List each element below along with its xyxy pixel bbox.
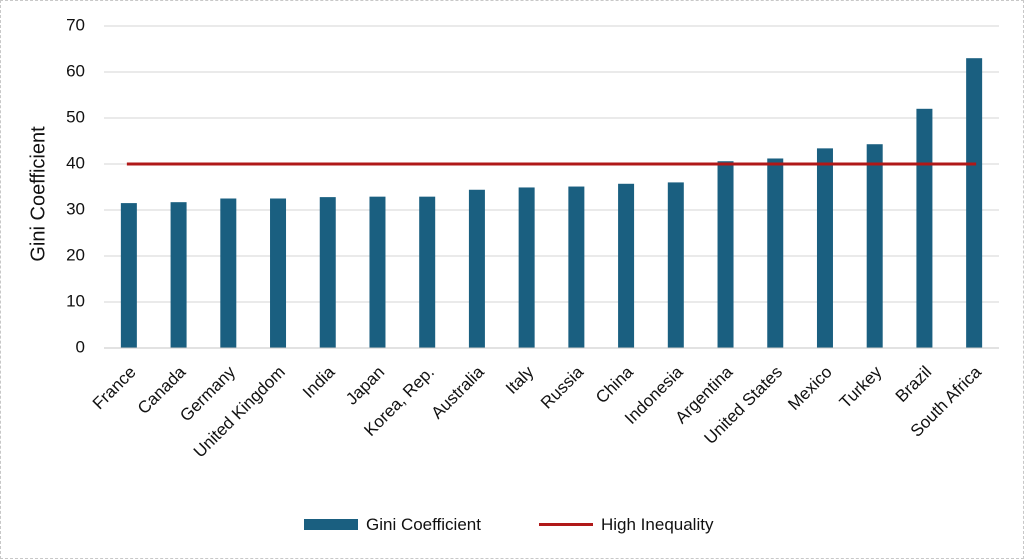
y-axis-title: Gini Coefficient	[27, 126, 49, 262]
bar-korea-rep	[419, 196, 436, 348]
bar-turkey	[866, 144, 883, 348]
bar-argentina	[717, 161, 734, 348]
x-tick-label-russia: Russia	[537, 362, 588, 413]
bar-indonesia	[667, 182, 684, 348]
bar-italy	[518, 187, 535, 348]
y-tick-label-10: 10	[66, 291, 85, 310]
legend-label-gini-coefficient: Gini Coefficient	[366, 515, 481, 534]
x-tick-label-india: India	[299, 362, 339, 402]
bar-canada	[170, 202, 187, 348]
legend: Gini Coefficient High Inequality	[304, 515, 714, 534]
legend-label-high-inequality: High Inequality	[601, 515, 714, 534]
bar-united-kingdom	[270, 198, 287, 348]
bar-france	[120, 203, 137, 348]
x-tick-label-china: China	[592, 362, 637, 407]
bars	[120, 58, 983, 348]
bar-united-states	[767, 158, 784, 348]
bar-germany	[220, 198, 237, 348]
bar-russia	[568, 186, 585, 348]
bar-china	[618, 183, 635, 348]
y-axis-tick-labels: 0 10 20 30 40 50 60 70	[66, 15, 85, 356]
bar-australia	[468, 189, 485, 348]
x-tick-label-japan: Japan	[342, 362, 388, 408]
x-tick-label-mexico: Mexico	[784, 362, 836, 414]
bar-japan	[369, 196, 386, 348]
y-tick-label-20: 20	[66, 245, 85, 264]
x-tick-label-turkey: Turkey	[836, 362, 886, 412]
x-tick-label-italy: Italy	[502, 362, 538, 398]
y-tick-label-40: 40	[66, 153, 85, 172]
bar-mexico	[816, 148, 833, 348]
bar-brazil	[916, 108, 933, 348]
y-tick-label-30: 30	[66, 199, 85, 218]
legend-swatch-gini-coefficient	[304, 519, 358, 530]
y-tick-label-60: 60	[66, 61, 85, 80]
x-tick-label-france: France	[89, 362, 140, 413]
x-tick-label-brazil: Brazil	[892, 362, 935, 405]
y-tick-label-50: 50	[66, 107, 85, 126]
x-tick-label-united-kingdom: United Kingdom	[190, 362, 289, 461]
x-tick-label-australia: Australia	[428, 362, 489, 423]
bar-south-africa	[966, 58, 983, 348]
y-tick-label-0: 0	[76, 337, 85, 356]
y-tick-label-70: 70	[66, 15, 85, 34]
bar-india	[319, 197, 336, 348]
